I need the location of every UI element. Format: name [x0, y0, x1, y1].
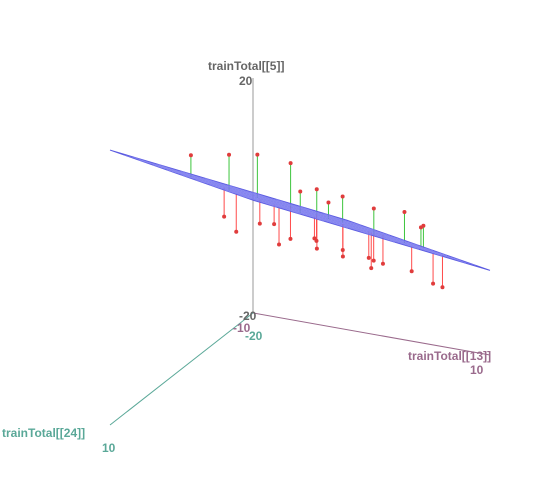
- plane-mesh: [124, 154, 362, 226]
- point: [298, 189, 303, 194]
- point: [371, 206, 376, 211]
- plane-mesh: [152, 164, 390, 236]
- point: [314, 187, 319, 192]
- point: [371, 258, 376, 263]
- point: [380, 261, 385, 266]
- plane-mesh: [323, 212, 467, 264]
- point: [277, 242, 282, 247]
- y-tick-label: 20: [239, 74, 253, 88]
- point: [402, 209, 407, 214]
- point: [288, 236, 293, 241]
- point: [369, 266, 374, 271]
- point: [255, 152, 260, 157]
- z-axis-title: trainTotal[[24]]: [2, 426, 85, 440]
- point: [234, 229, 239, 234]
- x-tick-label: 10: [470, 363, 484, 377]
- point: [314, 238, 319, 243]
- point: [188, 153, 193, 158]
- point: [288, 161, 293, 166]
- point: [366, 255, 371, 260]
- plane-mesh: [181, 174, 419, 246]
- point: [340, 248, 345, 253]
- x-axis: [252, 312, 491, 356]
- plane-mesh: [275, 198, 419, 250]
- y-axis-title: trainTotal[[5]]: [208, 59, 284, 73]
- point: [340, 254, 345, 259]
- z-axis: [109, 312, 254, 426]
- point: [409, 269, 414, 274]
- z-tick-label: 10: [102, 441, 116, 455]
- point: [257, 221, 262, 226]
- y-tick-label: -20: [239, 309, 257, 323]
- x-tick-label: -10: [233, 321, 251, 335]
- point: [340, 194, 345, 199]
- point: [227, 152, 232, 157]
- point: [222, 214, 227, 219]
- plane-mesh: [138, 159, 376, 231]
- point: [326, 200, 331, 205]
- x-axis-title: trainTotal[[13]]: [408, 349, 491, 363]
- point: [440, 285, 445, 290]
- point: [431, 281, 436, 286]
- point: [272, 222, 277, 227]
- point: [421, 223, 426, 228]
- point: [314, 246, 319, 251]
- z-tick-label: -20: [245, 329, 263, 343]
- plane-mesh: [167, 169, 405, 241]
